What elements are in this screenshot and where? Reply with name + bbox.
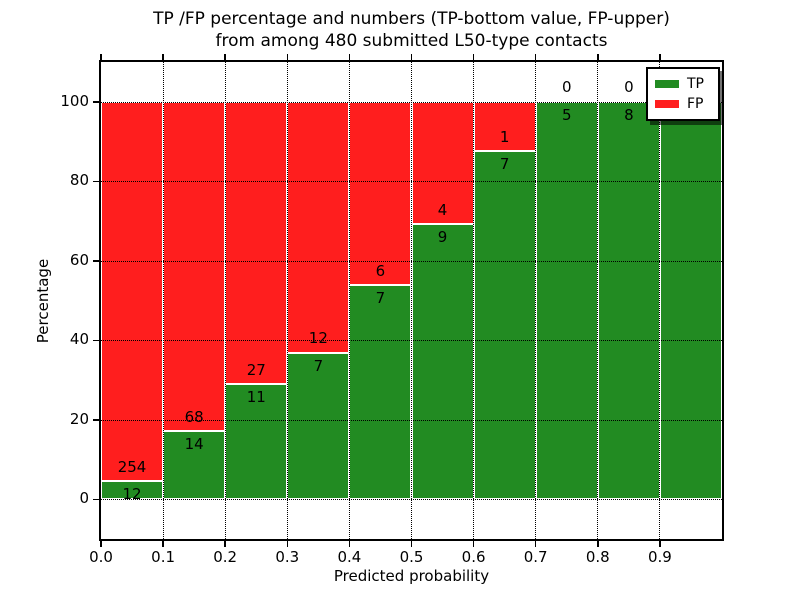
bar-label-fp: 6: [375, 261, 386, 280]
x-tick-label: 0.9: [647, 548, 672, 566]
legend: TP FP: [646, 67, 720, 121]
y-tick-mark: [93, 180, 99, 183]
y-tick-mark: [93, 419, 99, 421]
bar-segment-tp: [597, 101, 660, 500]
y-tick-mark: [93, 101, 99, 103]
x-tick-label: 0.4: [337, 548, 362, 566]
gridline-vertical: [286, 62, 288, 539]
x-tick-label: 0.7: [523, 548, 548, 566]
x-tick-mark-top: [597, 54, 599, 62]
chart-title: TP /FP percentage and numbers (TP-bottom…: [99, 8, 724, 52]
bar-segment-fp: [101, 101, 164, 482]
bar-label-fp: 27: [246, 360, 266, 379]
bar-label-fp: 68: [184, 407, 204, 426]
legend-item-fp: FP: [655, 97, 711, 111]
bar-label-tp: 9: [437, 228, 448, 247]
bar-segment-tp: [535, 101, 598, 500]
y-tick-label: 40: [69, 330, 89, 349]
plot-area: 1225414681127712769471508028002040608010…: [60, 54, 724, 566]
y-tick-mark: [93, 260, 99, 262]
bar-segment-fp: [225, 101, 288, 385]
x-tick-mark: [472, 539, 475, 547]
x-tick-mark: [659, 539, 661, 547]
bar-segment-tp: [287, 352, 350, 500]
y-tick-label: 80: [69, 171, 89, 190]
bar-label-tp: 7: [375, 289, 386, 308]
y-tick-mark: [93, 339, 99, 342]
gridline-vertical: [597, 62, 599, 539]
x-tick-mark-top: [410, 54, 413, 62]
bar-label-fp: 1: [499, 127, 510, 146]
tp-color-swatch: [655, 80, 679, 88]
chart-title-line2: from among 480 submitted L50-type contac…: [215, 31, 608, 51]
x-tick-mark-top: [224, 54, 226, 62]
bar-label-fp: 12: [308, 329, 328, 348]
gridline-vertical: [348, 62, 350, 539]
x-tick-mark: [100, 539, 102, 547]
bar-label-tp: 12: [122, 485, 142, 504]
bar-label-tp: 8: [624, 105, 634, 124]
x-tick-mark: [348, 539, 351, 547]
x-tick-label: 0.1: [151, 548, 176, 566]
bar-segment-fp: [473, 101, 536, 152]
x-tick-mark-top: [286, 54, 289, 62]
x-tick-mark-top: [162, 54, 164, 62]
gridline-vertical: [535, 62, 537, 539]
bar-segment-fp: [163, 101, 226, 432]
legend-item-tp: TP: [655, 77, 711, 91]
bar-segment-tp: [225, 384, 288, 500]
bar-label-tp: 7: [499, 155, 510, 174]
gridline-vertical: [411, 62, 412, 539]
legend-label-fp: FP: [687, 96, 704, 112]
bar-segment-fp: [349, 101, 412, 286]
bar-segment-tp: [411, 224, 474, 500]
gridline-vertical: [473, 62, 475, 539]
bar-segment-fp: [411, 101, 474, 225]
bar-label-fp: 0: [624, 78, 634, 97]
x-tick-mark-top: [472, 54, 475, 62]
x-tick-mark: [534, 539, 537, 547]
bar-label-tp: 11: [246, 388, 266, 407]
bar-label-tp: 5: [561, 105, 572, 124]
x-tick-mark-top: [100, 54, 102, 62]
x-tick-mark-top: [534, 54, 537, 62]
bar-segment-tp: [163, 431, 226, 500]
bar-label-fp: 0: [561, 78, 572, 97]
x-tick-mark: [162, 539, 164, 547]
bar-segment-tp: [659, 101, 722, 500]
legend-label-tp: TP: [687, 76, 704, 92]
fp-color-swatch: [655, 100, 679, 108]
x-tick-label: 0.3: [275, 548, 300, 566]
x-tick-mark-top: [659, 54, 661, 62]
gridline-vertical: [224, 62, 226, 539]
gridline-vertical: [659, 62, 661, 539]
x-tick-mark: [286, 539, 289, 547]
gridline-vertical: [162, 62, 164, 539]
bar-label-fp: 4: [437, 200, 448, 219]
x-tick-label: 0.5: [399, 548, 424, 566]
bar-label-tp: 7: [313, 356, 324, 375]
x-axis-label: Predicted probability: [333, 567, 490, 585]
y-tick-mark: [93, 498, 99, 501]
x-tick-mark: [224, 539, 226, 547]
bar-label-tp: 14: [184, 435, 204, 454]
y-tick-label: 100: [60, 91, 89, 110]
x-tick-mark: [410, 539, 413, 547]
x-tick-label: 0.8: [585, 548, 610, 566]
y-tick-label: 60: [69, 250, 89, 269]
bar-label-fp: 254: [117, 457, 147, 476]
x-tick-label: 0.0: [89, 548, 113, 566]
bar-segment-tp: [101, 481, 164, 500]
x-tick-mark-top: [348, 54, 351, 62]
bar-segment-fp: [287, 101, 350, 353]
y-tick-label: 20: [69, 409, 89, 428]
chart-title-line1: TP /FP percentage and numbers (TP-bottom…: [153, 9, 670, 29]
x-tick-label: 0.6: [461, 548, 486, 566]
bar-segment-tp: [349, 285, 412, 500]
x-tick-label: 0.2: [213, 548, 238, 566]
x-tick-mark: [597, 539, 599, 547]
bar-segment-tp: [473, 151, 536, 500]
y-tick-label: 0: [79, 489, 89, 508]
